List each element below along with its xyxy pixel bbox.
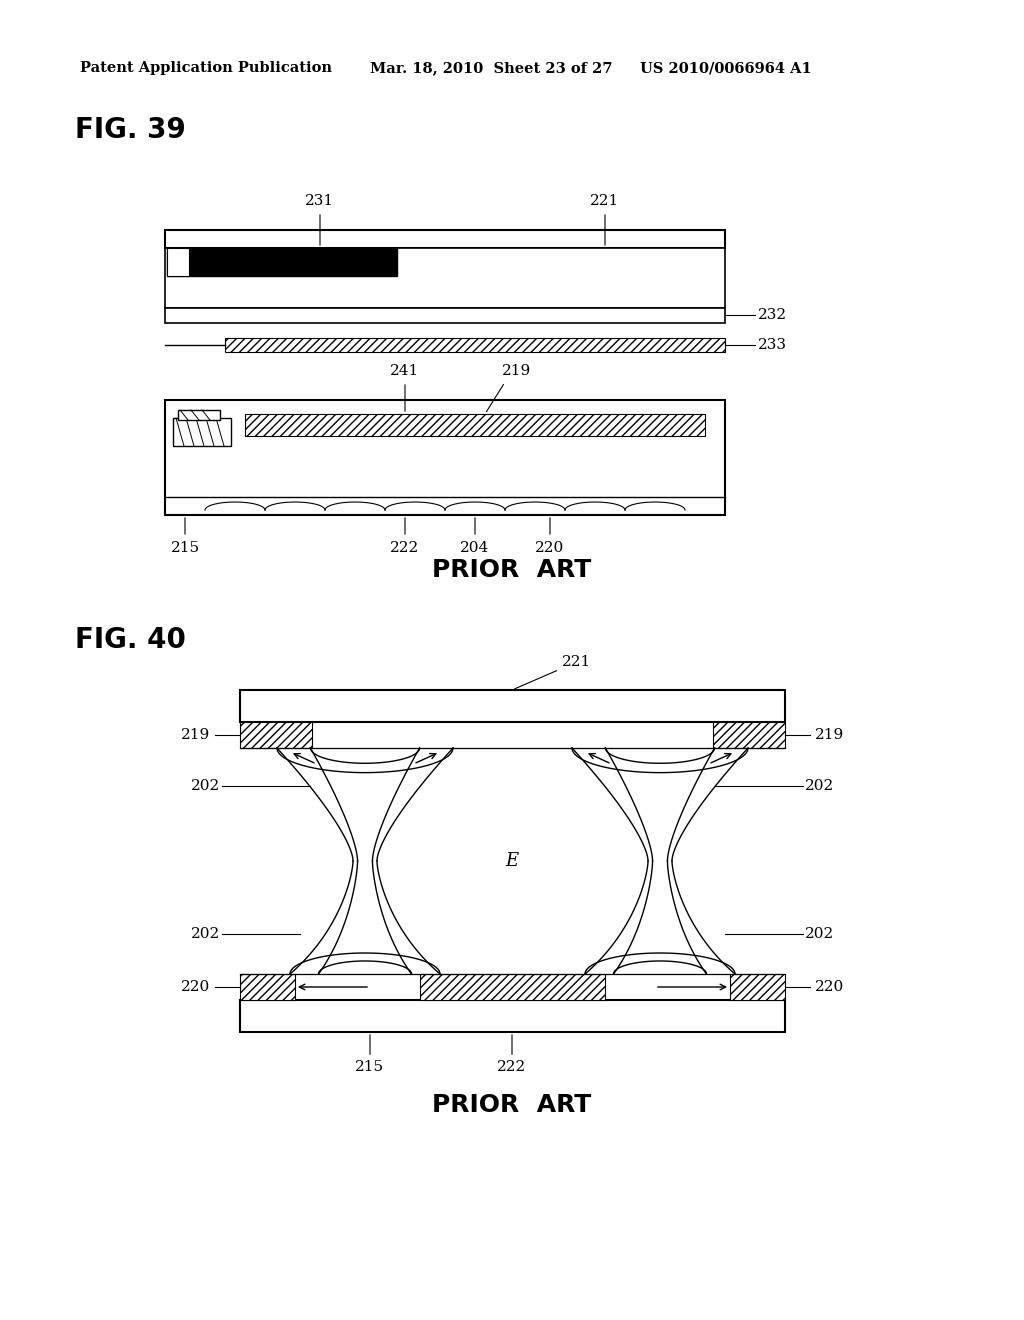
Text: 220: 220 [815, 979, 844, 994]
Text: US 2010/0066964 A1: US 2010/0066964 A1 [640, 61, 812, 75]
Bar [225, 338, 725, 352]
Text: 215: 215 [170, 541, 200, 554]
Bar [165, 248, 725, 308]
Text: FIG. 39: FIG. 39 [75, 116, 185, 144]
Bar [245, 414, 705, 436]
Bar [178, 411, 220, 420]
Text: 232: 232 [758, 308, 787, 322]
Text: 231: 231 [305, 194, 335, 209]
Text: 202: 202 [805, 779, 835, 793]
Bar [420, 974, 605, 1001]
Text: Patent Application Publication: Patent Application Publication [80, 61, 332, 75]
Bar [165, 230, 725, 248]
Text: Mar. 18, 2010  Sheet 23 of 27: Mar. 18, 2010 Sheet 23 of 27 [370, 61, 612, 75]
Text: 204: 204 [461, 541, 489, 554]
Text: 220: 220 [181, 979, 210, 994]
Text: 202: 202 [190, 779, 220, 793]
Text: 221: 221 [591, 194, 620, 209]
Text: E: E [506, 851, 518, 870]
Text: PRIOR  ART: PRIOR ART [432, 558, 592, 582]
Bar [173, 418, 231, 446]
Bar [240, 1001, 785, 1032]
Bar [240, 722, 312, 748]
Bar [240, 690, 785, 722]
Text: PRIOR  ART: PRIOR ART [432, 1093, 592, 1117]
Bar [713, 722, 785, 748]
Text: 202: 202 [190, 927, 220, 941]
Bar [165, 400, 725, 515]
Bar [167, 248, 189, 276]
Text: 241: 241 [390, 364, 420, 378]
Text: 222: 222 [498, 1035, 526, 1074]
Text: 202: 202 [805, 927, 835, 941]
Bar [240, 974, 295, 1001]
Text: 233: 233 [758, 338, 787, 352]
Text: 220: 220 [536, 541, 564, 554]
Text: 219: 219 [181, 729, 210, 742]
Text: FIG. 40: FIG. 40 [75, 626, 186, 653]
Bar [165, 308, 725, 323]
Text: 221: 221 [514, 655, 591, 689]
Text: 222: 222 [390, 541, 420, 554]
Text: 219: 219 [815, 729, 844, 742]
Bar [730, 974, 785, 1001]
Text: 215: 215 [355, 1035, 385, 1074]
Bar [167, 248, 397, 276]
Text: 219: 219 [503, 364, 531, 378]
